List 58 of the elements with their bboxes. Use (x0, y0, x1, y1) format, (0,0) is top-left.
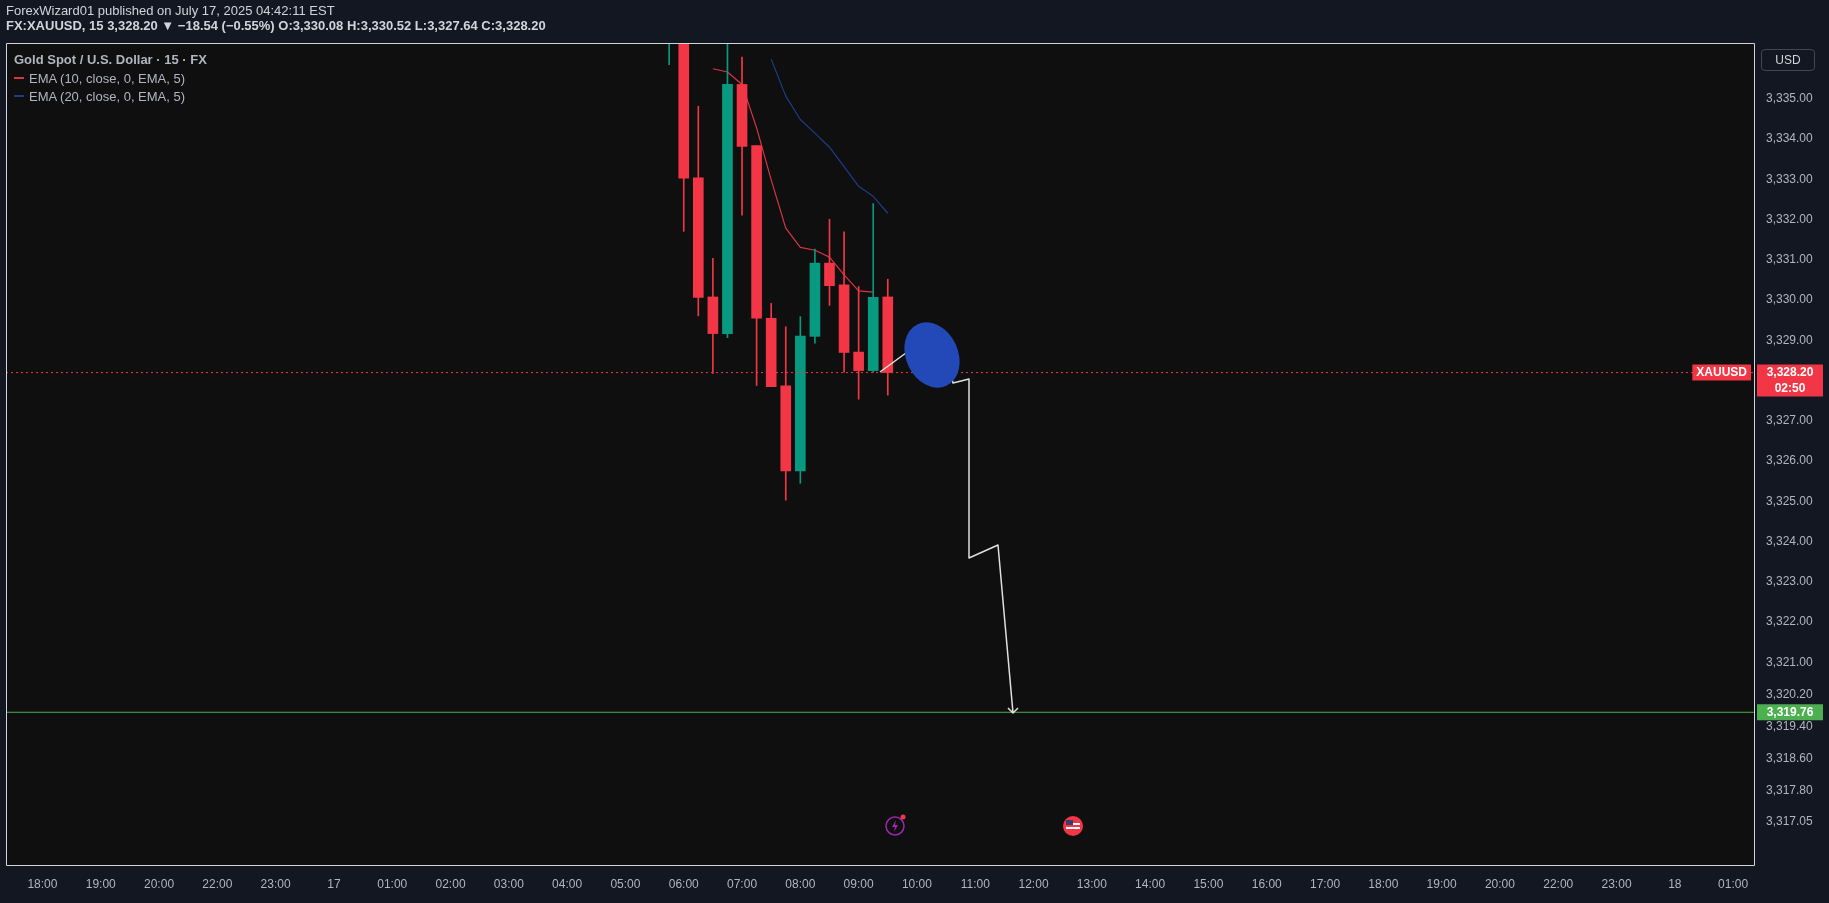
x-tick-label: 07:00 (727, 876, 758, 891)
y-tick-label: 3,330.00 (1766, 292, 1814, 307)
x-tick-label: 03:00 (493, 876, 525, 891)
y-tick-label: 3,332.00 (1766, 211, 1814, 226)
x-tick-label: 20:00 (144, 876, 175, 891)
x-tick-label: 23:00 (1601, 876, 1632, 891)
annotation: XAUUSD (1696, 364, 1748, 379)
x-tick-label: 18:00 (1368, 876, 1399, 891)
x-tick-label: 19:00 (1426, 876, 1457, 891)
y-tick-label: 3,334.00 (1766, 131, 1814, 146)
x-tick-label: 19:00 (85, 876, 117, 891)
y-tick-label: 3,323.00 (1766, 574, 1814, 589)
y-axis-title: USD (1761, 49, 1815, 71)
x-tick-label: 23:00 (260, 876, 291, 891)
y-tick-label: 3,317.05 (1766, 813, 1814, 828)
y-tick-label: 3,317.80 (1766, 783, 1814, 798)
y-tick-label: 3,333.00 (1766, 171, 1814, 186)
x-tick-label: 16:00 (1251, 876, 1283, 891)
x-tick-label: 18:00 (27, 876, 58, 891)
y-tick-label: 3,335.00 (1766, 91, 1814, 106)
x-tick-label: 22:00 (202, 876, 233, 891)
text: ForexWizard01 published on July 17, 2025 04:42:11 EST (6, 3, 336, 18)
x-tick-label: 02:00 (435, 876, 466, 891)
ref-line-label: 3,319.76 (1766, 704, 1814, 719)
x-tick-label: 01:00 (1718, 876, 1749, 891)
x-tick-label: 17 (327, 876, 341, 891)
y-tick-label: 3,331.00 (1766, 252, 1814, 267)
x-tick-label: 08:00 (785, 876, 816, 891)
y-tick-label: 3,327.00 (1766, 413, 1814, 428)
x-tick-label: 18 (1668, 876, 1682, 891)
x-tick-label: 06:00 (668, 876, 700, 891)
x-tick-label: 13:00 (1076, 876, 1108, 891)
y-tick-label: 3,319.40 (1766, 719, 1814, 734)
y-tick-label: 3,326.00 (1766, 453, 1814, 468)
x-tick-label: 22:00 (1543, 876, 1574, 891)
x-tick-label: 14:00 (1135, 876, 1166, 891)
x-tick-label: 04:00 (552, 876, 583, 891)
chart-subtitle: FX:XAUUSD, 15 3,328.20 ▼ −18.54 (−0.55%) O:3,330.08 H:3,330.52 L:3,327.64 C:3,328.20 (6, 18, 546, 33)
y-tick-label: 3,318.60 (1766, 751, 1814, 766)
legend-label: EMA (20, close, 0, EMA, 5) (29, 88, 186, 104)
x-tick-label: 17:00 (1310, 876, 1341, 891)
y-tick-label: 3,324.00 (1766, 533, 1814, 548)
x-tick-label: 05:00 (610, 876, 641, 891)
x-tick-label: 11:00 (960, 876, 991, 891)
x-tick-label: 20:00 (1484, 876, 1516, 891)
x-tick-label: 15:00 (1193, 876, 1224, 891)
x-tick-label: 09:00 (843, 876, 874, 891)
ref-line-label: 3,328.20 02:50 (1766, 364, 1814, 395)
y-tick-label: 3,320.20 (1766, 686, 1814, 701)
text: Gold Spot / U.S. Dollar · 15 · FX (14, 52, 207, 67)
x-tick-label: 10:00 (901, 876, 933, 891)
y-tick-label: 3,322.00 (1766, 614, 1814, 629)
y-tick-label: 3,325.00 (1766, 493, 1814, 508)
y-tick-label: 3,321.00 (1766, 654, 1814, 669)
x-tick-label: 01:00 (377, 876, 408, 891)
x-tick-label: 12:00 (1018, 876, 1049, 891)
legend-label: EMA (10, close, 0, EMA, 5) (29, 70, 186, 86)
y-tick-label: 3,329.00 (1766, 332, 1814, 347)
